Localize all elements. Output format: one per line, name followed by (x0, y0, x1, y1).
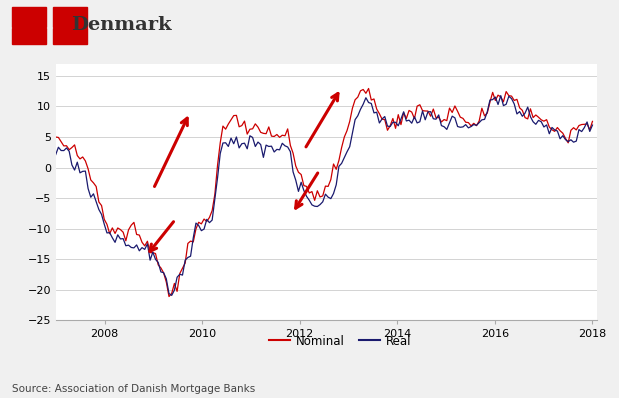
Nominal (165, 294, 173, 299)
Real (74, 160, 81, 164)
Nominal (365, 86, 372, 91)
Nominal (84, 166, 92, 171)
Real (497, 93, 504, 98)
Text: Denmark: Denmark (71, 16, 171, 34)
Nominal (548, 127, 556, 132)
Nominal (152, 251, 159, 256)
Nominal (589, 119, 596, 124)
Nominal (74, 153, 81, 158)
Real (589, 123, 596, 127)
Bar (12, 7, 46, 27)
Bar (53, 28, 87, 44)
Real (168, 293, 175, 298)
Legend: Nominal, Real: Nominal, Real (264, 330, 417, 352)
Real (548, 125, 556, 130)
Real (152, 257, 159, 262)
Bar (12, 28, 46, 44)
Real (197, 228, 205, 233)
Nominal (567, 128, 574, 133)
Real (52, 152, 59, 157)
Nominal (197, 221, 205, 226)
Line: Nominal: Nominal (56, 88, 592, 297)
Line: Real: Real (56, 96, 592, 295)
Real (567, 137, 574, 142)
Text: Source: Association of Danish Mortgage Banks: Source: Association of Danish Mortgage B… (12, 384, 256, 394)
Bar (53, 7, 87, 27)
Real (84, 186, 92, 191)
Nominal (52, 135, 59, 139)
